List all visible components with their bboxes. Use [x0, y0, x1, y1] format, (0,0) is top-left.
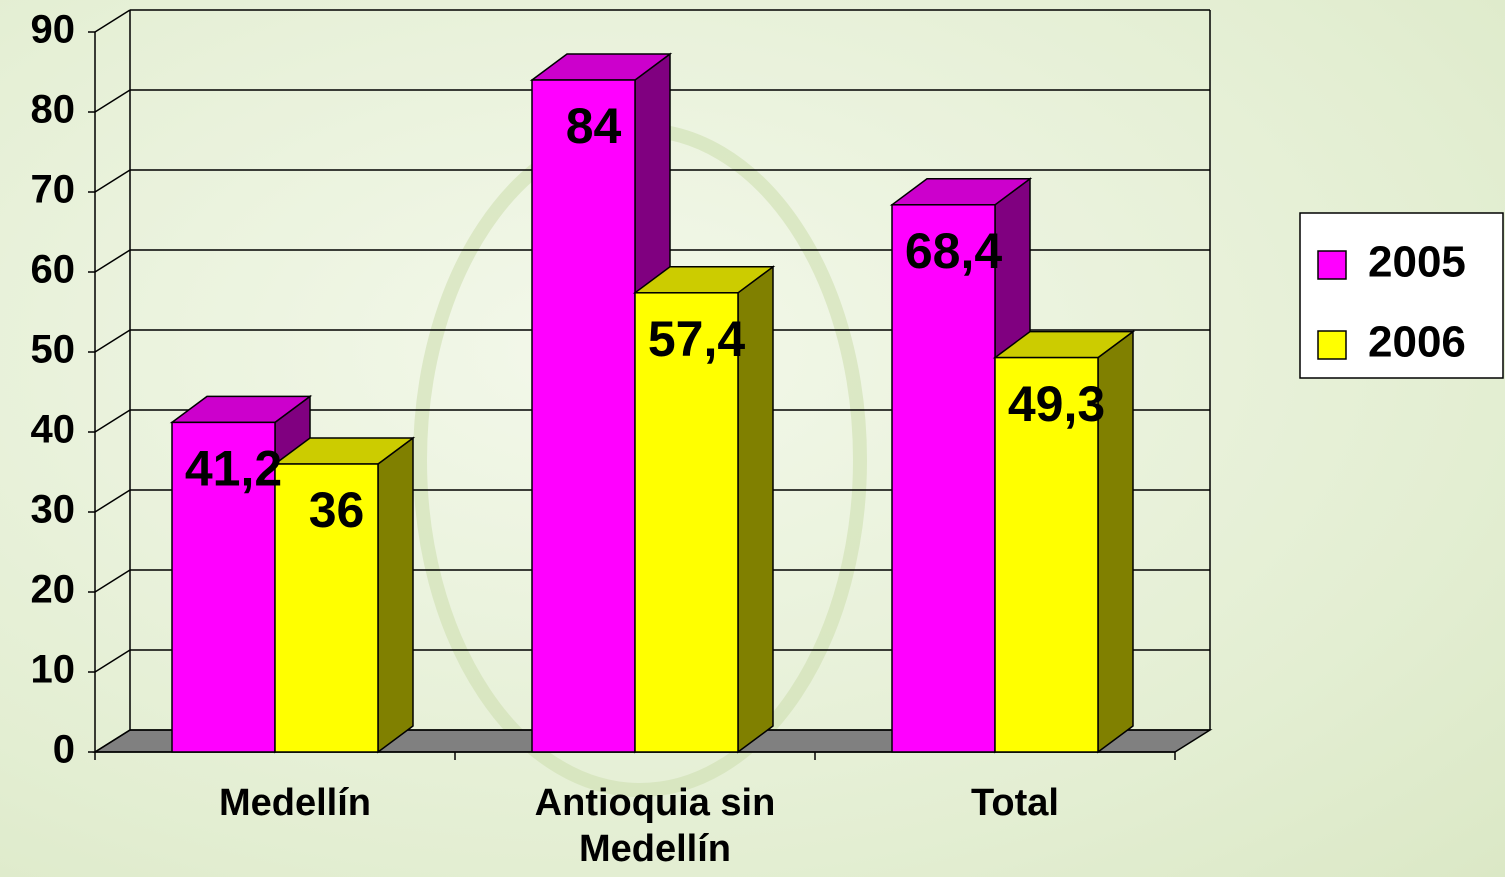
y-tick-label: 0 [53, 728, 75, 772]
y-tick-label: 30 [31, 488, 76, 532]
legend-swatch [1317, 330, 1347, 360]
side-grid-line [94, 9, 131, 33]
data-label: 36 [309, 482, 365, 538]
side-grid-line [94, 729, 131, 753]
side-grid-line [94, 409, 131, 433]
bar [994, 356, 1099, 753]
data-label: 84 [566, 98, 622, 154]
data-label: 41,2 [185, 441, 282, 497]
side-grid-line [94, 89, 131, 113]
y-tick-label: 40 [31, 408, 76, 452]
y-tick-label: 90 [31, 8, 76, 52]
bar [274, 463, 379, 753]
y-tick-label: 20 [31, 568, 76, 612]
bar [634, 292, 739, 753]
data-label: 49,3 [1008, 376, 1105, 432]
legend-label: 2006 [1368, 318, 1466, 367]
legend-label: 2005 [1368, 238, 1466, 287]
x-tick-label: Antioquia sin Medellín [534, 782, 776, 870]
x-tick-label: Total [971, 782, 1059, 824]
y-tick-label: 70 [31, 168, 76, 212]
legend-swatch [1317, 250, 1347, 280]
side-grid-line [94, 649, 131, 673]
side-grid-line [94, 169, 131, 193]
side-grid-line [94, 569, 131, 593]
y-tick-label: 50 [31, 328, 76, 372]
x-tick-label: Medellín [218, 782, 372, 824]
side-grid-line [94, 249, 131, 273]
bar-side [377, 436, 414, 754]
bar [891, 204, 996, 753]
bar [531, 79, 636, 753]
bar [171, 421, 276, 753]
side-grid-line [94, 329, 131, 353]
y-tick-label: 10 [31, 648, 76, 692]
data-label: 57,4 [648, 311, 746, 367]
y-tick-label: 60 [31, 248, 76, 292]
data-label: 68,4 [905, 223, 1003, 279]
y-tick-label: 80 [31, 88, 76, 132]
side-grid-line [94, 489, 131, 513]
